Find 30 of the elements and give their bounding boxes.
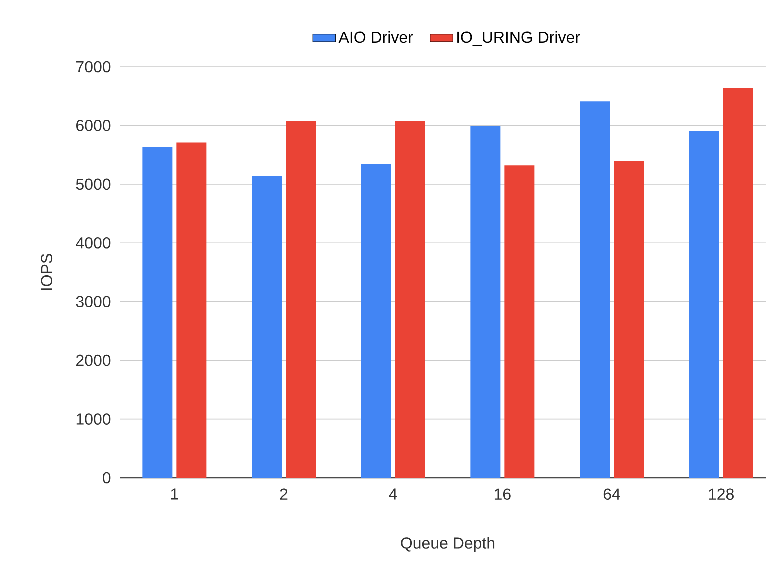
bar bbox=[723, 88, 754, 478]
bar bbox=[395, 121, 426, 478]
x-tick-label: 4 bbox=[389, 488, 398, 500]
bar bbox=[286, 121, 316, 478]
bar bbox=[142, 147, 173, 478]
y-tick-label: 5000 bbox=[76, 178, 111, 190]
x-tick-label: 64 bbox=[604, 488, 620, 500]
bar bbox=[176, 142, 207, 478]
y-tick-label: 4000 bbox=[76, 237, 111, 249]
bar bbox=[470, 126, 501, 478]
y-tick-label: 1000 bbox=[76, 414, 111, 425]
x-tick-label: 16 bbox=[494, 488, 511, 500]
bar bbox=[614, 160, 644, 478]
bar bbox=[580, 102, 610, 478]
y-tick-label: 7000 bbox=[76, 61, 111, 73]
bar bbox=[252, 176, 282, 478]
y-tick-label: 3000 bbox=[76, 296, 111, 308]
legend-label: AIO Driver bbox=[338, 31, 414, 44]
y-axis-title: IOPS bbox=[41, 254, 53, 290]
bar bbox=[689, 131, 720, 478]
x-axis-title: Queue Depth bbox=[401, 537, 495, 552]
x-tick-label: 2 bbox=[280, 488, 288, 500]
bar bbox=[361, 164, 392, 478]
x-tick-label: 128 bbox=[709, 488, 734, 500]
x-tick-label: 1 bbox=[171, 488, 178, 500]
y-tick-label: 2000 bbox=[76, 354, 111, 366]
y-tick-label: 0 bbox=[103, 472, 111, 484]
y-tick-label: 6000 bbox=[76, 120, 111, 132]
bar bbox=[504, 166, 535, 478]
legend-label: IO_URING Driver bbox=[458, 31, 580, 46]
